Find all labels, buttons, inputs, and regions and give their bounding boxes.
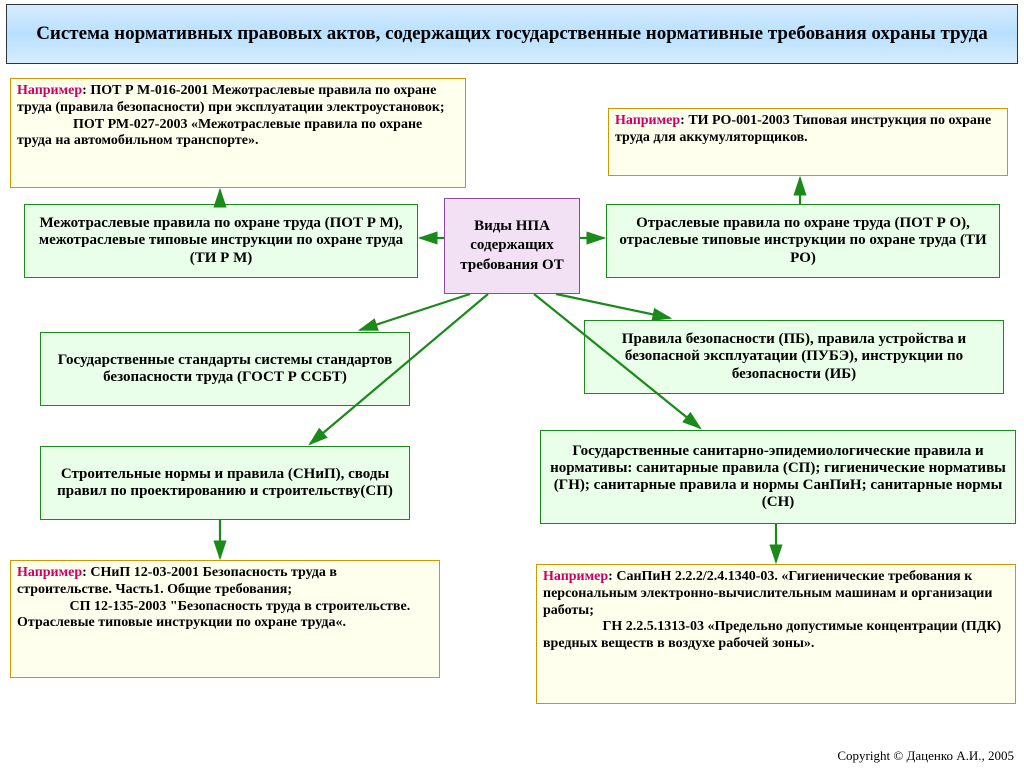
cat-ml-label: Государственные стандарты системы станда… — [47, 352, 403, 387]
ex-label: Например — [17, 565, 82, 580]
hub-label: Виды НПА содержащих требования ОТ — [451, 217, 573, 276]
ex-label: Например — [17, 83, 82, 98]
ex-bl: Например: СНиП 12-03-2001 Безопасность т… — [10, 560, 440, 678]
cat-tl: Межотраслевые правила по охране труда (П… — [24, 204, 418, 278]
ex-label: Например — [615, 113, 680, 128]
cat-bl-label: Строительные нормы и правила (СНиП), сво… — [47, 466, 403, 501]
ex-tl-text: : ПОТ Р М-016-2001 Межотраслевые правила… — [17, 83, 445, 148]
cat-tr: Отраслевые правила по охране труда (ПОТ … — [606, 204, 1000, 278]
cat-tl-label: Межотраслевые правила по охране труда (П… — [31, 215, 411, 267]
cat-br-label: Государственные санитарно-эпидемиологиче… — [547, 443, 1009, 512]
cat-bl: Строительные нормы и правила (СНиП), сво… — [40, 446, 410, 520]
title-text: Система нормативных правовых актов, соде… — [36, 23, 988, 45]
hub-node: Виды НПА содержащих требования ОТ — [444, 198, 580, 294]
cat-mr-label: Правила безопасности (ПБ), правила устро… — [591, 331, 997, 383]
cat-ml: Государственные стандарты системы станда… — [40, 332, 410, 406]
ex-tr: Например: ТИ РО-001-2003 Типовая инструк… — [608, 108, 1008, 176]
page-title: Система нормативных правовых актов, соде… — [6, 4, 1018, 64]
ex-label: Например — [543, 569, 608, 584]
ex-br-text: : СанПиН 2.2.2/2.4.1340-03. «Гигиеническ… — [543, 569, 1005, 651]
copyright: Copyright © Даценко А.И., 2005 — [837, 748, 1014, 764]
ex-tl: Например: ПОТ Р М-016-2001 Межотраслевые… — [10, 78, 466, 188]
cat-br: Государственные санитарно-эпидемиологиче… — [540, 430, 1016, 524]
copyright-text: Copyright © Даценко А.И., 2005 — [837, 748, 1014, 763]
ex-br: Например: СанПиН 2.2.2/2.4.1340-03. «Гиг… — [536, 564, 1016, 704]
cat-tr-label: Отраслевые правила по охране труда (ПОТ … — [613, 215, 993, 267]
cat-mr: Правила безопасности (ПБ), правила устро… — [584, 320, 1004, 394]
